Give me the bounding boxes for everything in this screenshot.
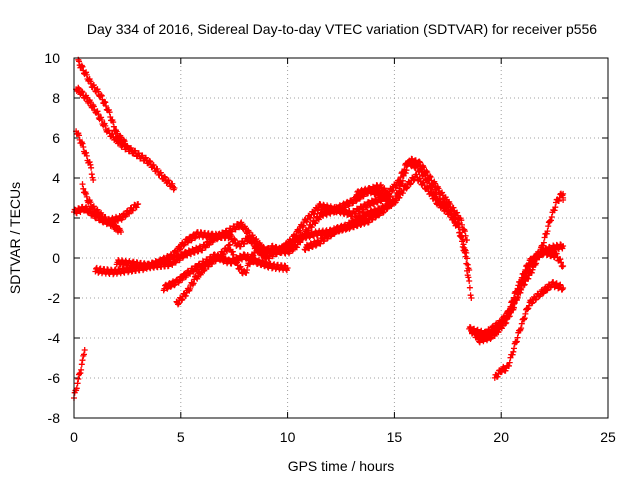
x-tick-label: 20	[493, 429, 509, 445]
chart-title: Day 334 of 2016, Sidereal Day-to-day VTE…	[87, 21, 597, 37]
y-tick-label: -2	[48, 290, 61, 306]
data-point-markers	[476, 190, 567, 343]
x-tick-label: 10	[280, 429, 296, 445]
plot-frame	[73, 57, 609, 419]
y-tick-label: 0	[52, 250, 60, 266]
x-tick-label: 15	[387, 429, 403, 445]
series-track-16	[491, 279, 567, 381]
y-tick-label: 4	[52, 170, 60, 186]
x-axis-ticks: 0 5 10 15 20 25	[70, 58, 616, 445]
data-point-markers	[491, 279, 567, 381]
y-tick-label: -6	[48, 370, 61, 386]
series-track-2	[73, 84, 178, 193]
x-tick-label: 0	[70, 429, 78, 445]
y-tick-label: 2	[52, 210, 60, 226]
y-axis-label: SDTVAR / TECUs	[7, 182, 23, 294]
series-track-12	[353, 185, 394, 207]
data-point-markers	[353, 185, 394, 207]
series-track-3	[73, 128, 97, 183]
data-point-markers	[73, 84, 178, 193]
series-track-15	[476, 190, 567, 343]
x-tick-label: 25	[600, 429, 616, 445]
y-tick-label: 8	[52, 90, 60, 106]
x-axis-label: GPS time / hours	[288, 458, 395, 474]
data-points	[71, 56, 567, 401]
y-tick-label: 6	[52, 130, 60, 146]
data-point-markers	[73, 128, 97, 183]
y-tick-label: -4	[48, 330, 61, 346]
series-track-11	[301, 155, 470, 253]
x-tick-label: 5	[177, 429, 185, 445]
data-point-markers	[301, 155, 470, 253]
y-tick-label: 10	[44, 50, 60, 66]
y-tick-label: -8	[48, 410, 61, 426]
